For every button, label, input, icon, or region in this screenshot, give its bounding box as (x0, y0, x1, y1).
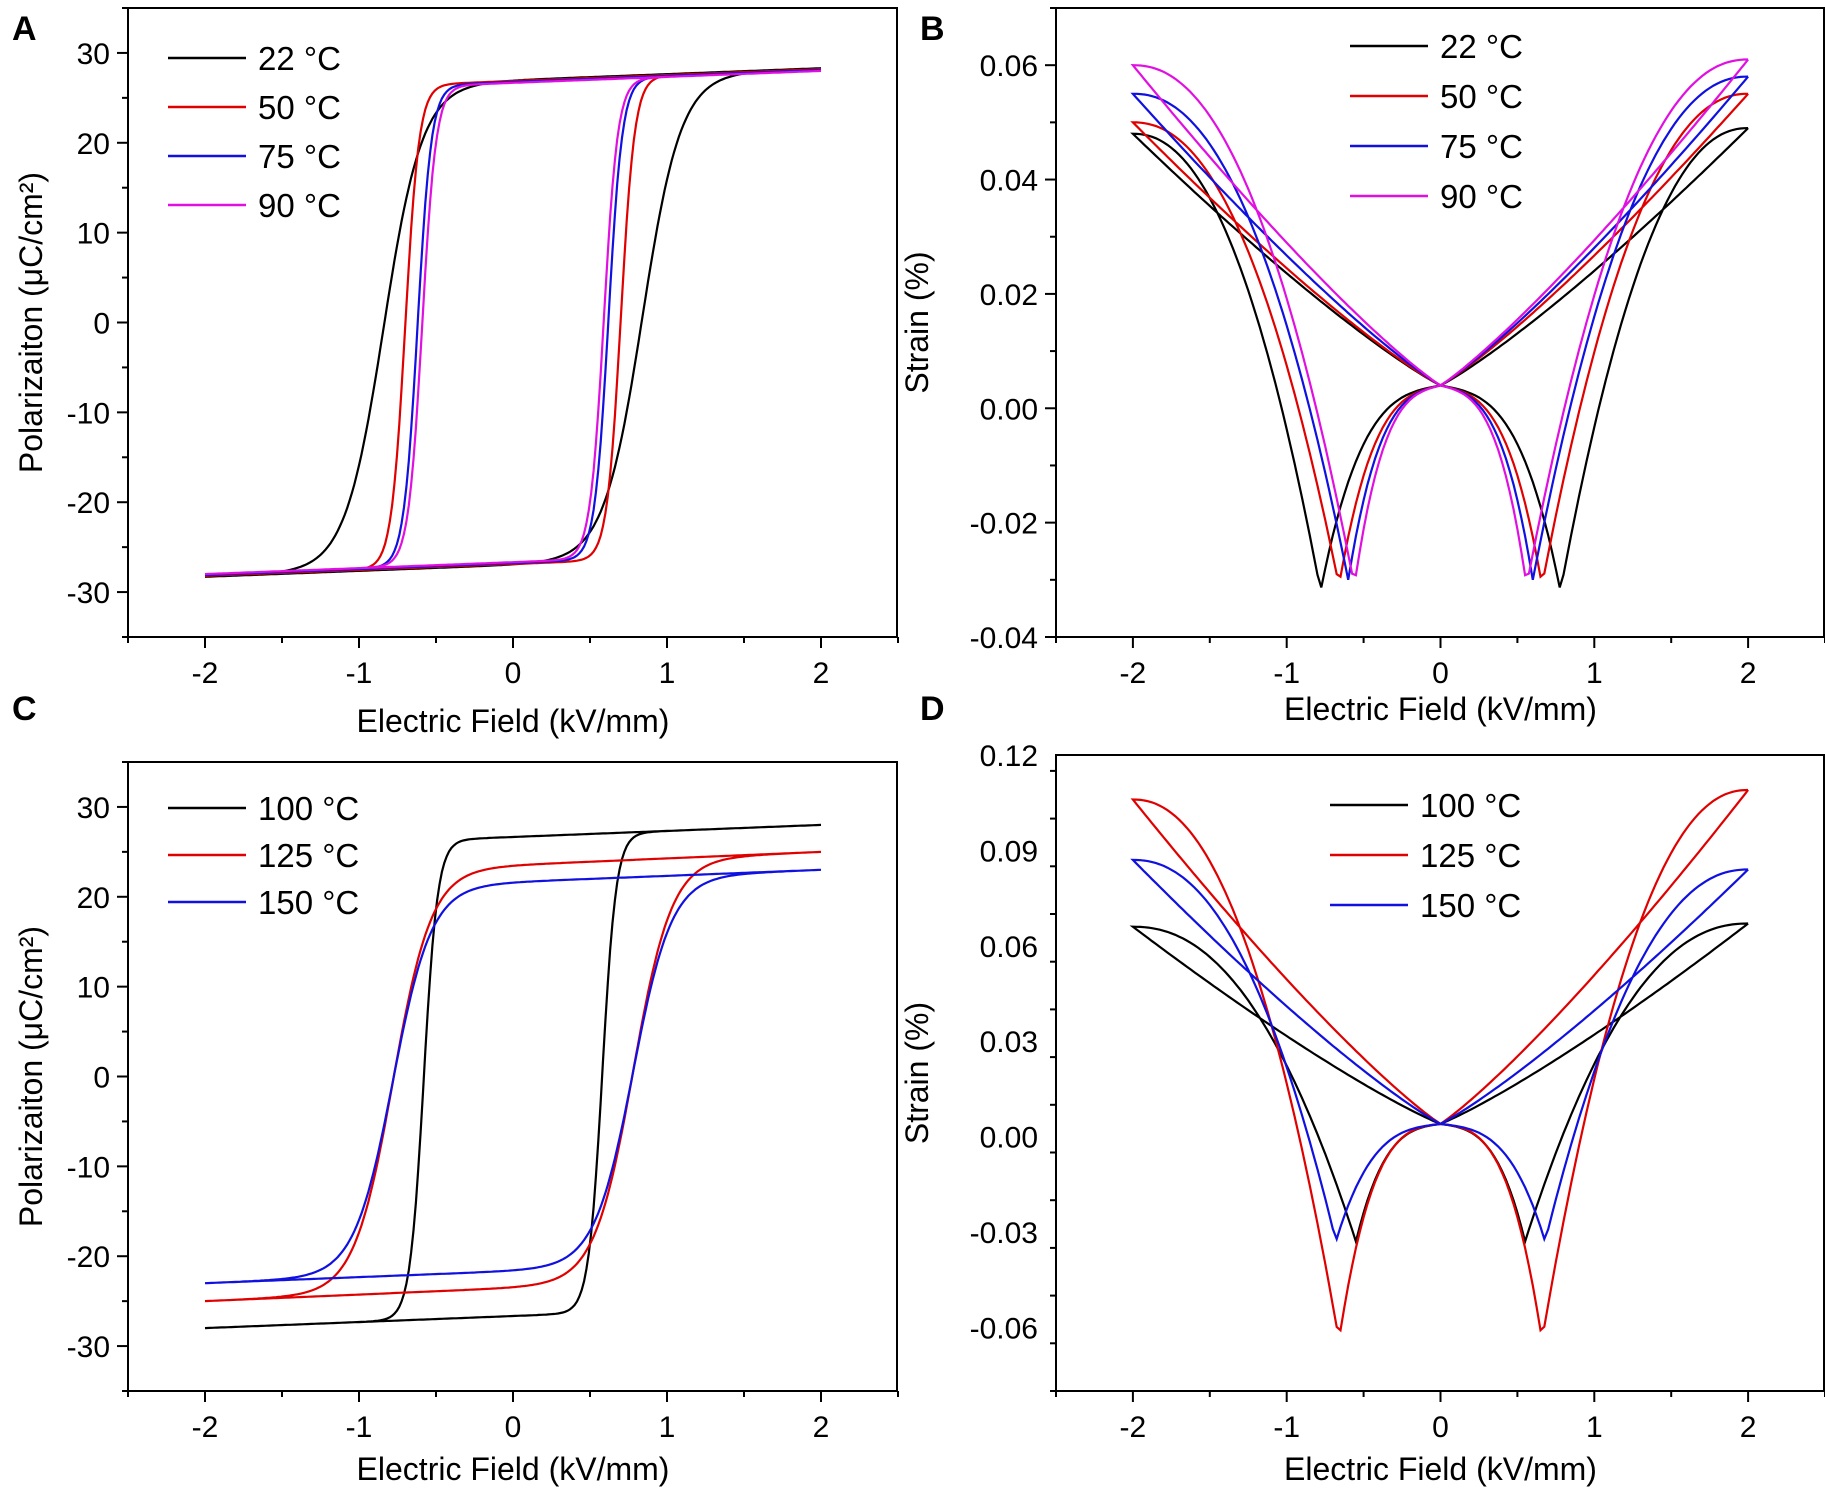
x-axis-label: Electric Field (kV/mm) (1284, 1451, 1597, 1487)
y-tick-label: 0 (93, 1062, 110, 1095)
legend-label: 90 °C (1440, 178, 1523, 215)
y-tick-label: -20 (67, 487, 110, 520)
x-tick-label: -1 (1273, 1411, 1300, 1444)
y-tick-label: -0.02 (970, 508, 1038, 541)
y-tick-label: 10 (77, 218, 110, 251)
y-tick-label: 0.02 (980, 279, 1038, 312)
y-tick-label: 10 (77, 972, 110, 1005)
y-tick-label: 0 (93, 308, 110, 341)
panel-letter: C (12, 690, 37, 728)
x-tick-label: 2 (1740, 1411, 1757, 1444)
chart-panel-b: B -2 -1 0 1 2 -0.04 -0.02 0.00 0.02 0.04 0.06 Electr… (899, 7, 1825, 727)
series-line (204, 823, 822, 1330)
legend-label: 100 °C (258, 790, 359, 827)
y-tick-label: -10 (67, 397, 110, 430)
legend-label: 75 °C (258, 138, 341, 175)
y-tick-label: 0.09 (980, 835, 1038, 868)
series-line (1130, 127, 1749, 588)
y-tick-label: 0.06 (980, 931, 1038, 964)
legend-label: 22 °C (258, 40, 341, 77)
y-tick-label: -0.04 (970, 622, 1038, 655)
legend-label: 100 °C (1420, 787, 1521, 824)
x-axis-label: Electric Field (kV/mm) (1284, 691, 1597, 727)
y-tick-label: 0.06 (980, 50, 1038, 83)
plot-frame (127, 761, 898, 1392)
legend-label: 150 °C (1420, 887, 1521, 924)
y-axis-label: Polarizaiton (μC/cm²) (13, 926, 49, 1227)
x-tick-label: 0 (1432, 657, 1449, 690)
y-tick-label: 20 (77, 128, 110, 161)
chart-panel-d: D -2 -1 0 1 2 -0.06 -0.03 0.00 0.03 0.06 0.09 0.12 El… (899, 690, 1825, 1487)
x-axis-label: Electric Field (kV/mm) (357, 1451, 670, 1487)
x-tick-label: 2 (813, 1411, 830, 1444)
y-tick-label: 20 (77, 882, 110, 915)
panel-letter: B (920, 10, 945, 48)
series-line (204, 69, 822, 576)
series-line (1130, 75, 1749, 581)
y-tick-label: -20 (67, 1241, 110, 1274)
x-axis-label: Electric Field (kV/mm) (357, 703, 670, 739)
panel-letter: D (920, 690, 945, 728)
legend-label: 90 °C (258, 187, 341, 224)
series-line (1130, 858, 1749, 1243)
y-tick-label: 30 (77, 792, 110, 825)
y-tick-label: -30 (67, 577, 110, 610)
y-tick-label: -0.03 (970, 1217, 1038, 1250)
series-line (1130, 58, 1749, 577)
x-tick-label: 1 (1586, 1411, 1603, 1444)
y-tick-label: -10 (67, 1151, 110, 1184)
y-tick-label: 0.03 (980, 1026, 1038, 1059)
y-tick-label: 0.00 (980, 1122, 1038, 1155)
x-tick-label: -2 (192, 657, 219, 690)
y-tick-label: 0.04 (980, 165, 1038, 198)
legend-label: 150 °C (258, 884, 359, 921)
legend-label: 50 °C (1440, 78, 1523, 115)
x-tick-label: 2 (813, 657, 830, 690)
x-tick-label: 1 (1586, 657, 1603, 690)
x-tick-label: 1 (659, 657, 676, 690)
plot-frame (127, 7, 898, 638)
x-tick-label: 0 (505, 1411, 522, 1444)
x-tick-label: -1 (346, 657, 373, 690)
series-line (204, 850, 822, 1303)
y-tick-label: 0.12 (980, 740, 1038, 773)
legend-label: 125 °C (1420, 837, 1521, 874)
x-tick-label: 0 (505, 657, 522, 690)
y-axis-label: Polarizaiton (μC/cm²) (13, 172, 49, 473)
y-tick-label: 30 (77, 38, 110, 71)
legend-label: 50 °C (258, 89, 341, 126)
x-tick-label: -1 (346, 1411, 373, 1444)
x-tick-label: -1 (1273, 657, 1300, 690)
series-line (1130, 788, 1749, 1333)
x-tick-label: -2 (1120, 1411, 1147, 1444)
legend-label: 22 °C (1440, 28, 1523, 65)
x-tick-label: -2 (1120, 657, 1147, 690)
x-tick-label: -2 (192, 1411, 219, 1444)
series-line (1130, 92, 1749, 579)
x-tick-label: 1 (659, 1411, 676, 1444)
series-line (204, 868, 822, 1285)
legend-label: 125 °C (258, 837, 359, 874)
series-line (1129, 922, 1749, 1246)
y-tick-label: 0.00 (980, 393, 1038, 426)
legend-label: 75 °C (1440, 128, 1523, 165)
x-tick-label: 0 (1432, 1411, 1449, 1444)
panel-letter: A (12, 10, 37, 48)
y-tick-label: -30 (67, 1331, 110, 1364)
y-axis-label: Strain (%) (899, 251, 935, 393)
y-axis-label: Strain (%) (899, 1002, 935, 1144)
x-tick-label: 2 (1740, 657, 1757, 690)
y-tick-label: -0.06 (970, 1312, 1038, 1345)
